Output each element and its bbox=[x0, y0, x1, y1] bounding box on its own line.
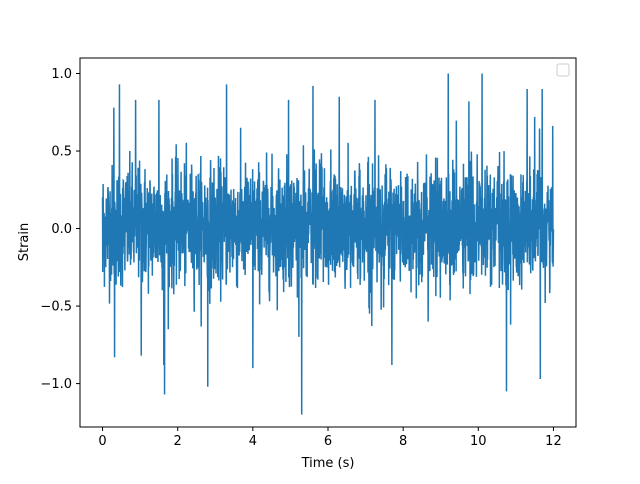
x-tick-label: 0 bbox=[98, 434, 106, 449]
y-tick-label: −0.5 bbox=[40, 300, 72, 315]
x-tick-label: 6 bbox=[324, 434, 332, 449]
y-tick-label: 1.0 bbox=[51, 67, 72, 82]
x-tick-label: 12 bbox=[545, 434, 562, 449]
series-line bbox=[101, 73, 555, 415]
x-tick-label: 4 bbox=[249, 434, 257, 449]
x-tick-label: 10 bbox=[470, 434, 487, 449]
y-tick-label: 0.5 bbox=[51, 145, 72, 160]
x-axis-label: Time (s) bbox=[301, 456, 355, 471]
series-layer bbox=[101, 73, 555, 415]
y-axis-ticks: −1.0 −0.5 0.0 0.5 1.0 bbox=[40, 67, 80, 392]
x-tick-label: 2 bbox=[174, 434, 182, 449]
y-tick-label: 0.0 bbox=[51, 222, 72, 237]
x-axis-ticks: 0 2 4 6 8 10 12 bbox=[98, 427, 562, 449]
y-axis-label: Strain bbox=[17, 223, 32, 262]
x-tick-label: 8 bbox=[399, 434, 407, 449]
legend-box bbox=[556, 63, 570, 77]
y-tick-label: −1.0 bbox=[40, 377, 72, 392]
